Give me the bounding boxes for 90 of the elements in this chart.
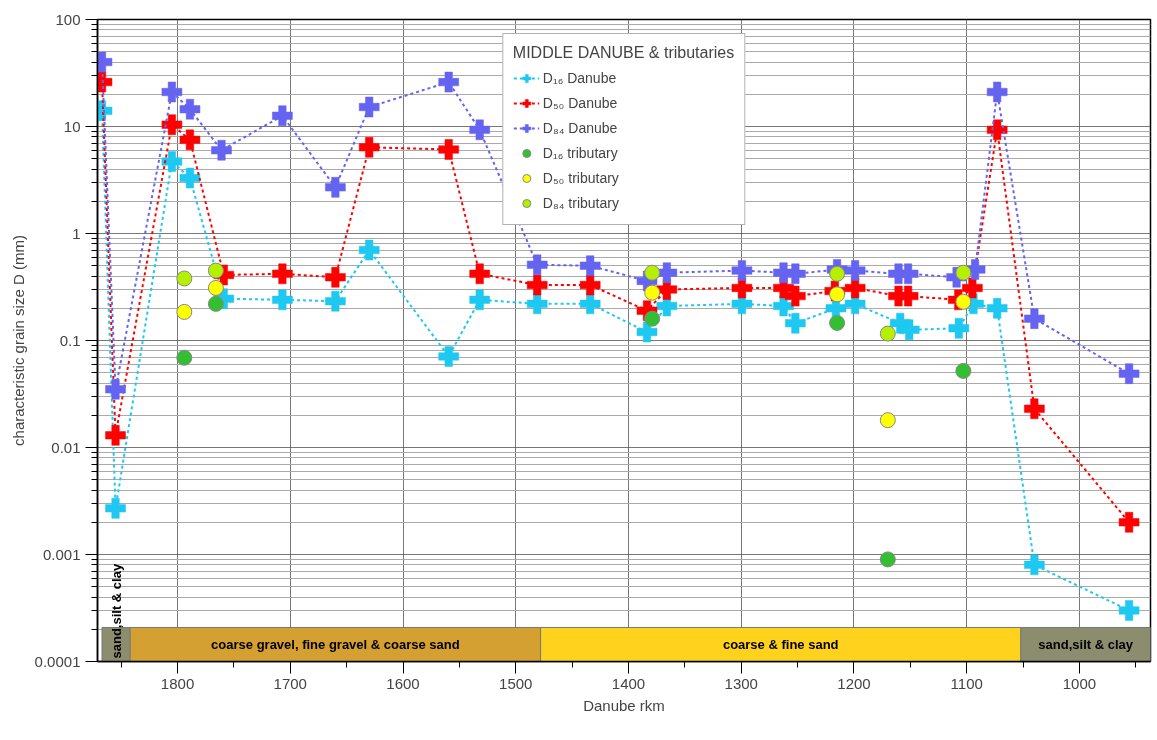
point — [986, 298, 1008, 319]
point — [579, 274, 601, 296]
point — [579, 293, 601, 315]
point — [179, 167, 201, 189]
point — [105, 498, 126, 519]
y-tick-label: 10 — [63, 117, 81, 135]
point — [438, 71, 459, 93]
point — [179, 98, 201, 120]
y-tick-label: 1 — [72, 224, 81, 242]
x-axis-title: Danube rkm — [583, 696, 665, 714]
band-label: coarse & fine sand — [722, 636, 839, 652]
point — [207, 279, 224, 296]
point — [785, 263, 806, 285]
point — [325, 267, 346, 288]
point — [731, 260, 753, 281]
point — [469, 289, 490, 311]
point — [358, 136, 380, 158]
point — [986, 81, 1008, 103]
band-label: sand,silt & clay — [1038, 636, 1134, 652]
point — [1118, 512, 1140, 533]
x-tick-label: 1000 — [1062, 674, 1097, 692]
point — [272, 105, 293, 127]
x-tick-label: 1400 — [611, 674, 646, 692]
band-label: coarse gravel, fine gravel & coarse sand — [211, 636, 460, 652]
point — [526, 293, 548, 315]
y-tick-label: 0.01 — [51, 438, 81, 456]
point — [948, 318, 970, 339]
point — [438, 346, 459, 367]
y-axis-title: characteristic grain size D (mm) — [9, 235, 27, 446]
legend-label: D₁₆ tributary — [542, 144, 618, 163]
point — [469, 263, 490, 285]
point — [176, 303, 193, 320]
point — [526, 254, 548, 276]
point — [272, 263, 293, 285]
point — [844, 260, 866, 281]
point — [526, 274, 548, 296]
band-label: sand,silt & clay — [108, 563, 124, 659]
legend-label: D₈₄ tributary — [542, 194, 619, 213]
point — [829, 314, 846, 331]
point — [1118, 363, 1140, 384]
point — [1024, 398, 1045, 420]
point — [785, 285, 806, 307]
point — [272, 289, 293, 311]
point — [161, 114, 183, 135]
point — [161, 151, 183, 172]
point — [358, 96, 380, 118]
point — [438, 139, 459, 160]
x-tick-label: 1500 — [499, 674, 533, 692]
point — [469, 119, 490, 141]
point — [785, 312, 806, 334]
point — [898, 319, 920, 341]
point — [644, 284, 661, 301]
point — [179, 129, 201, 151]
y-tick-label: 0.0001 — [34, 652, 81, 670]
y-tick-label: 0.001 — [42, 545, 81, 563]
x-tick-label: 1300 — [724, 674, 758, 692]
point — [656, 262, 678, 283]
point — [105, 425, 126, 446]
point — [211, 139, 232, 161]
point — [358, 239, 380, 261]
point — [1024, 554, 1045, 576]
point — [829, 265, 846, 282]
legend-label: D₅₀ tributary — [542, 169, 619, 188]
point — [986, 119, 1008, 141]
point — [105, 379, 126, 400]
x-tick-label: 1600 — [386, 674, 420, 692]
point — [325, 290, 346, 312]
legend-label: D₈₄ Danube — [542, 119, 618, 138]
point — [879, 325, 896, 342]
point — [579, 255, 601, 276]
point — [176, 270, 193, 287]
point — [879, 551, 896, 568]
point — [879, 412, 896, 429]
x-tick-label: 1700 — [273, 674, 307, 692]
x-tick-label: 1800 — [160, 674, 195, 692]
y-tick-label: 100 — [55, 10, 81, 28]
x-tick-label: 1200 — [837, 674, 871, 692]
legend-title: MIDDLE DANUBE & tributaries — [512, 44, 735, 62]
point — [636, 321, 658, 343]
point — [1118, 600, 1140, 621]
legend-label: D₁₆ Danube — [542, 69, 617, 88]
point — [955, 362, 972, 379]
point — [176, 349, 193, 366]
legend-label: D₅₀ Danube — [542, 94, 618, 113]
x-tick-label: 1100 — [950, 674, 983, 692]
y-tick-label: 0.1 — [59, 331, 81, 349]
point — [325, 177, 346, 198]
point — [1024, 308, 1045, 329]
point — [962, 277, 983, 299]
point — [161, 81, 183, 103]
